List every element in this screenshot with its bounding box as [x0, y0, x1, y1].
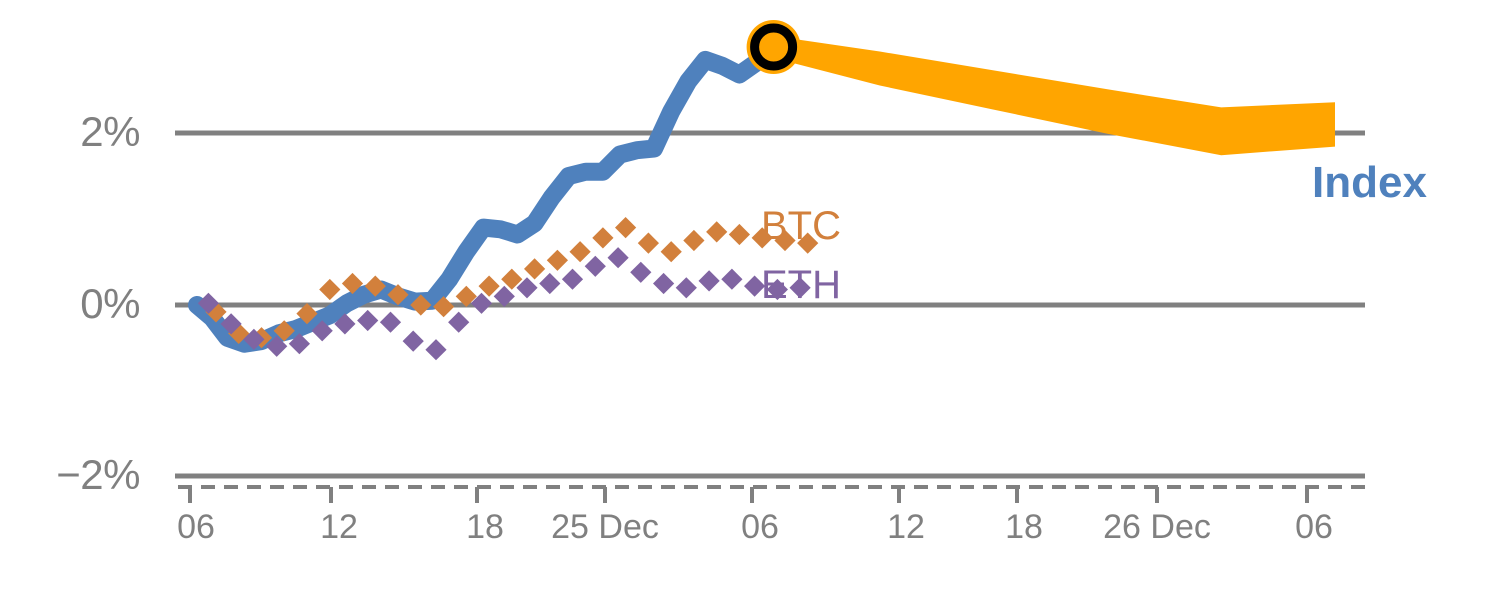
dot-marker [584, 255, 606, 277]
dot-marker [425, 339, 447, 361]
series-label-btc: BTC [761, 204, 841, 248]
x-tick-label-6: 12 [887, 508, 925, 546]
dot-marker [721, 268, 743, 290]
x-axis-line [178, 485, 1368, 503]
dot-marker [766, 278, 789, 301]
x-tick-label-9: 06 [1295, 508, 1333, 546]
x-tick-label-4: 25 Dec [551, 508, 659, 546]
dot-marker [675, 277, 697, 299]
dot-marker [523, 258, 546, 280]
x-tick-label-8: 26 Dec [1103, 508, 1211, 546]
dot-marker [660, 241, 682, 263]
dot-marker [614, 216, 637, 239]
dot-marker [516, 277, 538, 299]
dot-marker [698, 270, 720, 292]
dot-marker [652, 272, 675, 295]
y-tick-label-2pct: 2% [80, 108, 140, 155]
series-layer [188, 20, 1335, 361]
dot-marker [683, 229, 705, 252]
dot-marker [561, 268, 584, 290]
dot-marker [379, 311, 402, 333]
x-tick-label-5: 06 [741, 508, 779, 546]
dot-marker [546, 249, 569, 271]
dot-marker [637, 232, 660, 254]
x-axis-ticks [188, 487, 1309, 503]
dot-marker [789, 277, 811, 299]
dot-marker [743, 275, 766, 297]
dot-marker [402, 330, 424, 352]
current-value-marker[interactable] [746, 20, 801, 74]
x-tick-label-7: 18 [1005, 508, 1043, 546]
dot-marker [607, 247, 629, 269]
dot-marker [728, 223, 751, 246]
dot-marker [448, 311, 470, 333]
dot-marker [751, 227, 773, 249]
dot-marker [630, 261, 652, 283]
y-tick-label-minus2pct: −2% [56, 451, 140, 498]
series-label-eth: ETH [761, 263, 841, 307]
dot-marker [569, 241, 591, 263]
dot-marker [319, 278, 341, 301]
dot-marker [706, 221, 728, 243]
dot-marker [357, 309, 379, 332]
dot-marker [539, 272, 561, 295]
y-tick-label-0pct: 0% [80, 280, 140, 327]
current-value-marker-ring [750, 23, 798, 71]
x-tick-label-2: 12 [320, 508, 358, 546]
dot-marker [774, 229, 796, 252]
series-label-index: Index [1312, 158, 1427, 207]
series-index-forecast-band [773, 36, 1335, 156]
x-tick-label-1: 06 [177, 508, 215, 546]
x-tick-label-3: 18 [466, 508, 504, 546]
dot-marker [592, 227, 614, 249]
dot-marker [797, 232, 819, 254]
